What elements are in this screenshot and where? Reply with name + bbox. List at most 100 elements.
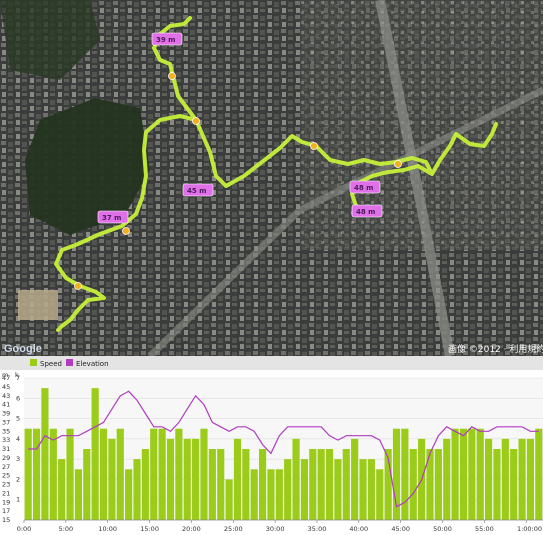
km-marker[interactable]	[192, 117, 200, 125]
speed-bar[interactable]	[32, 428, 41, 520]
speed-bar[interactable]	[192, 438, 200, 520]
x-tick-label: 5:00	[59, 525, 74, 533]
google-logo: Google	[4, 343, 42, 355]
speed-bar[interactable]	[91, 388, 99, 520]
highway	[375, 0, 455, 356]
map-copyright[interactable]: 画像 ©2012 · 利用規約	[448, 343, 543, 355]
km-marker[interactable]	[310, 142, 318, 150]
speed-bar[interactable]	[49, 428, 57, 520]
speed-bar[interactable]	[233, 438, 242, 520]
speed-bar[interactable]	[325, 449, 334, 520]
km-marker[interactable]	[122, 227, 130, 235]
speed-bar[interactable]	[41, 388, 49, 520]
speed-bar[interactable]	[66, 428, 74, 520]
sports-field	[18, 290, 58, 320]
speed-bar[interactable]	[83, 449, 91, 520]
speed-bar[interactable]	[158, 428, 166, 520]
speed-bar[interactable]	[501, 438, 509, 520]
speed-bar[interactable]	[409, 449, 417, 520]
km-marker[interactable]	[394, 160, 402, 168]
chart-toolbar-bg	[0, 356, 543, 370]
speed-bar[interactable]	[116, 428, 124, 520]
speed-bar[interactable]	[58, 459, 66, 520]
elevation-label[interactable]: 39 m	[151, 32, 183, 46]
speed-bar[interactable]	[24, 428, 32, 520]
speed-bar[interactable]	[459, 428, 468, 520]
speed-bar[interactable]	[342, 449, 350, 520]
elevation-unit: m	[2, 371, 8, 379]
speed-bar[interactable]	[476, 428, 484, 520]
speed-bar[interactable]	[510, 449, 518, 520]
speed-bar[interactable]	[526, 438, 535, 520]
speed-bar[interactable]	[250, 469, 258, 520]
speed-bar[interactable]	[367, 459, 375, 520]
speed-bar[interactable]	[125, 469, 133, 520]
speed-bar[interactable]	[317, 449, 325, 520]
elevation-tick-label: 43	[2, 392, 10, 400]
speed-bar[interactable]	[217, 449, 225, 520]
park-area-2	[0, 0, 100, 80]
speed-bar[interactable]	[392, 428, 401, 520]
speed-bar[interactable]	[150, 428, 158, 520]
speed-bar[interactable]	[376, 469, 384, 520]
speed-bar[interactable]	[468, 428, 476, 520]
speed-bar[interactable]	[300, 459, 309, 520]
speed-bar[interactable]	[183, 438, 191, 520]
elevation-tick-label: 29	[2, 454, 10, 462]
speed-bar[interactable]	[485, 438, 493, 520]
speed-bar[interactable]	[258, 449, 267, 520]
speed-bar[interactable]	[133, 459, 141, 520]
elevation-tick-label: 27	[2, 463, 10, 471]
legend-speed[interactable]: Speed	[30, 359, 62, 368]
speed-bar[interactable]	[141, 449, 149, 520]
speed-bar[interactable]	[284, 459, 292, 520]
route-map[interactable]: 39 m 45 m 37 m 48 m 48 m Google 画像 ©2012…	[0, 0, 543, 356]
speed-bar[interactable]	[351, 438, 359, 520]
x-tick-label: 10:00	[98, 525, 117, 533]
speed-bar[interactable]	[208, 449, 216, 520]
speed-bar[interactable]	[535, 428, 543, 520]
speed-bar[interactable]	[292, 438, 300, 520]
speed-bar[interactable]	[242, 449, 250, 520]
speed-bar[interactable]	[99, 428, 108, 520]
svg-text:Speed: Speed	[40, 360, 62, 368]
speed-bar[interactable]	[225, 479, 233, 520]
elevation-line	[28, 390, 539, 508]
speed-tick-label: 2	[16, 475, 20, 483]
speed-bar[interactable]	[443, 438, 451, 520]
speed-bar[interactable]	[384, 449, 392, 520]
speed-bar[interactable]	[401, 428, 409, 520]
x-tick-label: 35:00	[308, 525, 327, 533]
speed-bar[interactable]	[518, 438, 526, 520]
speed-bar[interactable]	[359, 459, 367, 520]
km-markers	[74, 72, 402, 290]
speed-bar[interactable]	[434, 449, 442, 520]
elevation-tick-label: 17	[2, 507, 10, 515]
speed-axis: 7 6 5 4 3 2 1	[16, 374, 20, 504]
elevation-tick-label: 31	[2, 445, 10, 453]
speed-tick-label: 3	[16, 455, 20, 463]
workout-chart[interactable]: Speed Elevation 474543413937353331292725…	[0, 356, 543, 535]
km-marker[interactable]	[168, 72, 176, 80]
elevation-label[interactable]: 48 m	[349, 180, 381, 194]
km-marker[interactable]	[74, 282, 82, 290]
speed-bar[interactable]	[267, 469, 275, 520]
speed-bar[interactable]	[275, 469, 283, 520]
highway-2	[147, 86, 543, 356]
elevation-label[interactable]: 37 m	[97, 210, 129, 224]
speed-bar[interactable]	[166, 438, 175, 520]
speed-bar[interactable]	[175, 428, 183, 520]
elevation-label[interactable]: 48 m	[351, 204, 383, 218]
speed-bar[interactable]	[334, 459, 342, 520]
speed-bar[interactable]	[200, 428, 208, 520]
speed-bar[interactable]	[108, 438, 116, 520]
elevation-label[interactable]: 45 m	[182, 183, 214, 197]
speed-bar[interactable]	[309, 449, 317, 520]
speed-bar[interactable]	[493, 449, 501, 520]
legend-elevation[interactable]: Elevation	[66, 359, 109, 368]
speed-bar[interactable]	[451, 428, 459, 520]
speed-bar[interactable]	[426, 449, 434, 520]
speed-bar[interactable]	[74, 469, 82, 520]
x-tick-label: 20:00	[182, 525, 201, 533]
